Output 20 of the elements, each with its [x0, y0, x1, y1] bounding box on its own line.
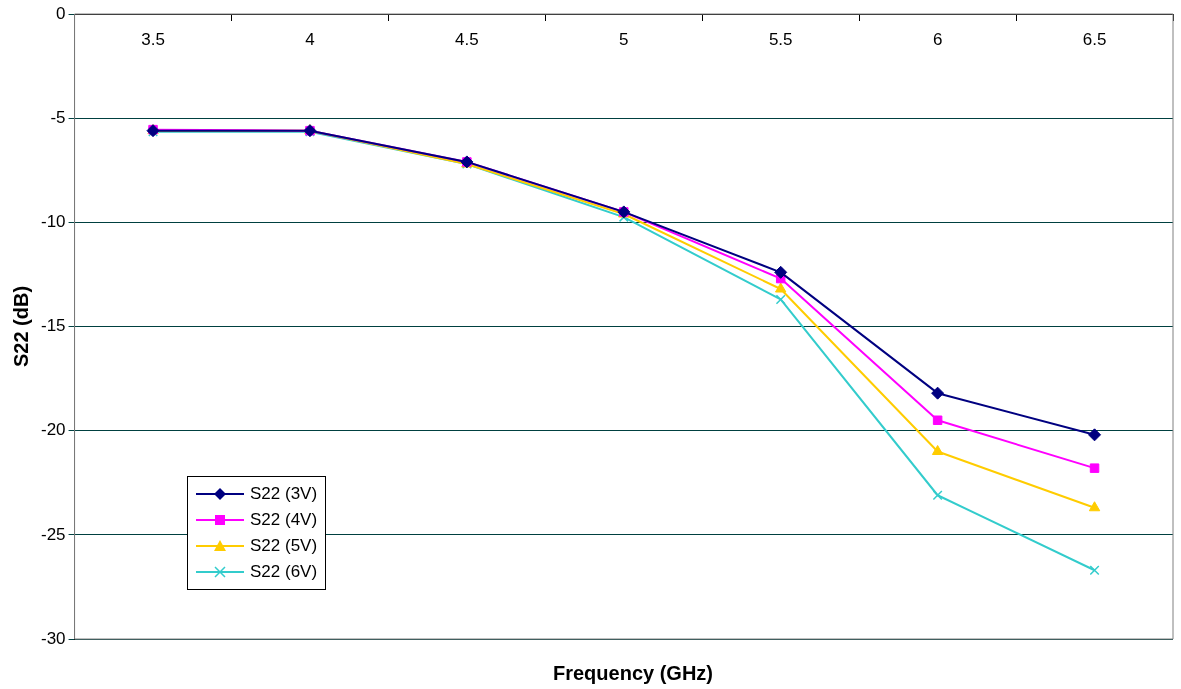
- x-tick-label: 5: [619, 29, 629, 49]
- x-tick-label: 3.5: [141, 29, 165, 49]
- y-tick-label: -15: [40, 316, 66, 336]
- y-tick-label: -5: [50, 107, 66, 127]
- y-tick-label: -10: [40, 212, 66, 232]
- y-tick-label: -20: [40, 420, 66, 440]
- x-tick-label: 5.5: [768, 29, 793, 49]
- legend-label: S22 (4V): [250, 510, 318, 530]
- y-tick-label: 0: [56, 3, 66, 23]
- x-tick-label: 4.5: [455, 29, 479, 49]
- y-axis-title: S22 (dB): [9, 285, 32, 368]
- x-tick-label: 6.5: [1082, 29, 1107, 49]
- y-tick-label: -25: [40, 524, 66, 544]
- x-axis-title: Frequency (GHz): [552, 662, 714, 685]
- legend-label: S22 (6V): [250, 562, 318, 582]
- x-tick-label: 6: [932, 29, 943, 49]
- x-tick-label: 4: [305, 29, 315, 49]
- legend-label: S22 (5V): [250, 536, 318, 556]
- legend-label: S22 (3V): [250, 484, 318, 504]
- y-tick-label: -30: [40, 628, 66, 648]
